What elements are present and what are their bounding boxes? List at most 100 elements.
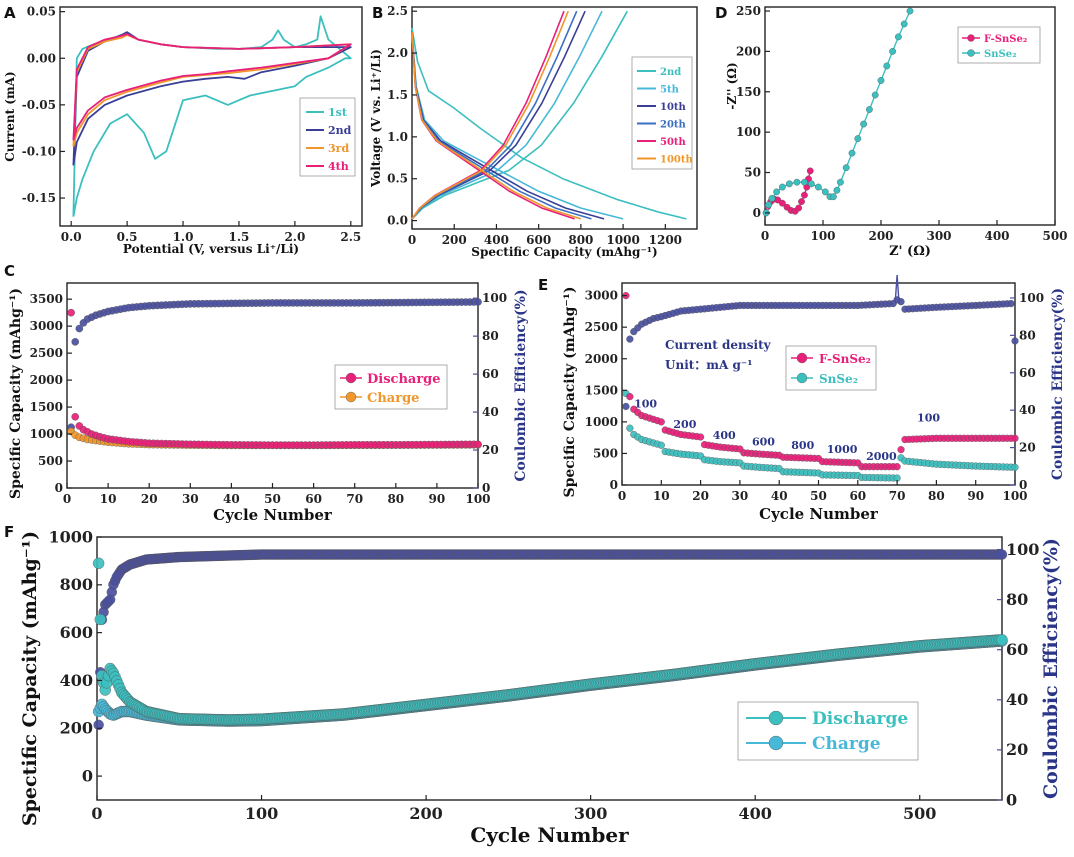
panel-e-ytick-right-label: 80	[1019, 328, 1036, 342]
panel-d-legend-label: F-SnSe₂	[984, 34, 1027, 45]
panel-e-ytick-right-label: 20	[1019, 441, 1036, 455]
panel-e-xlabel: Cycle Number	[759, 505, 879, 523]
panel-f-ytick-label: 400	[60, 671, 93, 690]
panel-d-xtick-label: 100	[810, 229, 835, 243]
panel-b-xtick-label: 0	[408, 233, 416, 247]
panel-c-ytick-label: 1000	[30, 427, 63, 441]
panel-e-rate-label: 100	[917, 411, 940, 424]
panel-b-legend-label: 100th	[660, 155, 693, 166]
panel-c-ytick-label: 1500	[30, 400, 63, 414]
panel-e-xtick-label: 40	[771, 489, 788, 503]
panel-e-xtick-label: 90	[967, 489, 984, 503]
panel-a-ytick-label: -0.15	[22, 191, 56, 205]
discharge-point	[92, 557, 105, 569]
panel-e-legend-marker	[796, 352, 808, 364]
panel-a-ylabel: Current (mA)	[3, 71, 17, 161]
panel-c-ytick-right-label: 60	[482, 367, 499, 381]
panel-a-legend-label: 2nd	[328, 124, 352, 137]
discharge-curve-20th	[411, 32, 592, 220]
panel-e-rate-label: 200	[673, 418, 696, 431]
charge-curve-50th	[411, 10, 565, 220]
eis-point-SnSe₂	[837, 178, 844, 186]
panel-e-xtick-label: 70	[889, 489, 906, 503]
panel-e-legend-marker	[796, 372, 808, 384]
charge-curve-5th	[411, 10, 603, 220]
eis-point-F-SnSe₂	[806, 167, 814, 175]
panel-b-charge-discharge: 0 200 400 600 800 1000 1200 2.5 2.0 1.5 1.0 0.5 0.0 S…	[369, 4, 698, 259]
panel-d-ylabel: -Z'' (Ω)	[725, 62, 739, 109]
panel-d-xtick-label: 200	[868, 229, 893, 243]
panel-a-frame	[59, 6, 363, 227]
panel-c-ylabel: Specific Capacity (mAhg⁻¹)	[8, 288, 24, 499]
panel-a-legend-label: 3rd	[328, 142, 349, 155]
panel-c-legend-marker	[345, 391, 357, 403]
panel-d-ytick-label: 100	[736, 125, 761, 139]
panel-e-ytick-label: 1000	[585, 415, 618, 429]
panel-e-rate-label: 100	[634, 398, 657, 411]
eis-point-SnSe₂	[779, 183, 786, 191]
panel-e-ytick-right-label: 40	[1019, 403, 1036, 417]
panel-e-rate-label: 2000	[866, 450, 897, 463]
eis-point-SnSe₂	[871, 91, 879, 99]
panel-c-xtick-label: 10	[100, 492, 117, 506]
f-snse2-point	[657, 418, 665, 426]
panel-b-xtick-label: 1000	[606, 233, 639, 247]
panel-f-legend-box	[737, 701, 919, 761]
panel-e-xtick-label: 10	[653, 489, 670, 503]
panel-c-xtick-label: 70	[346, 492, 363, 506]
eis-point-F-SnSe₂	[798, 198, 805, 205]
f-snse2-point	[897, 446, 905, 454]
panel-e-rate-label: 600	[752, 435, 775, 448]
panel-c-xtick-label: 0	[63, 492, 71, 506]
f-snse2-point	[893, 463, 901, 471]
panel-e-ytick-label: 2000	[585, 352, 618, 366]
panel-f-ylabel-right: Coulombic Efficiency(%)	[1040, 538, 1062, 799]
panel-c-ytick-label: 500	[38, 454, 63, 468]
panel-e-xtick-label: 20	[692, 489, 709, 503]
panel-a-xtick-label: 2.0	[284, 230, 305, 244]
panel-f-ytick-label: 800	[60, 575, 93, 594]
eis-point-SnSe₂	[814, 183, 822, 191]
panel-c-cycling: 0 10 20 30 40 50 60 70 80 90 100350030002500200015…	[8, 282, 529, 524]
panel-b-xtick-label: 200	[442, 233, 467, 247]
ce-point	[1007, 299, 1015, 308]
panel-b-legend-label: 10th	[660, 102, 687, 113]
panel-c-ytick-right-label: 100	[482, 291, 507, 305]
panel-e-xtick-label: 0	[618, 489, 626, 503]
panel-c-xtick-label: 90	[429, 492, 446, 506]
panel-d-xlabel: Z' (Ω)	[889, 244, 931, 259]
f-snse2-point	[1011, 434, 1019, 442]
eis-point-F-SnSe₂	[801, 191, 808, 199]
panel-label-d: D	[715, 4, 727, 22]
eis-point-SnSe₂	[900, 20, 908, 28]
panel-f-ytick-label: 600	[60, 623, 93, 642]
discharge-curve-100th	[411, 32, 582, 220]
panel-e-xtick-label: 80	[928, 489, 945, 503]
discharge-point	[67, 308, 75, 317]
panel-b-xtick-label: 1200	[649, 233, 682, 247]
snse2-point	[626, 424, 634, 432]
panel-f-xtick-label: 300	[574, 804, 607, 823]
eis-point-SnSe₂	[854, 135, 862, 143]
panel-c-ytick-label: 2500	[30, 346, 63, 360]
eis-point-SnSe₂	[793, 178, 801, 186]
panel-c-xtick-label: 40	[223, 492, 240, 506]
panel-f-xtick-label: 400	[738, 804, 771, 823]
cv-line-4th	[72, 33, 352, 141]
panel-c-legend-label: Charge	[367, 391, 419, 406]
panel-d-xtick-label: 500	[1042, 229, 1067, 243]
panel-f-xtick-label: 200	[409, 804, 442, 823]
panel-e-ytick-right-label: 60	[1019, 366, 1036, 380]
eis-point-SnSe₂	[765, 201, 772, 209]
panel-d-ytick-label: 200	[736, 44, 761, 58]
panel-c-legend-marker	[345, 372, 357, 384]
panel-f-xtick-label: 0	[91, 804, 102, 823]
panel-c-xtick-label: 30	[182, 492, 199, 506]
panel-c-ytick-label: 0	[55, 481, 63, 495]
eis-point-SnSe₂	[801, 178, 808, 186]
ce-spike	[894, 274, 900, 304]
discharge-point	[94, 613, 106, 626]
panel-a-ytick-label: 0.00	[27, 51, 56, 65]
panel-b-ytick-label: 0.5	[387, 172, 408, 186]
panel-a-xtick-label: 1.5	[229, 230, 250, 244]
